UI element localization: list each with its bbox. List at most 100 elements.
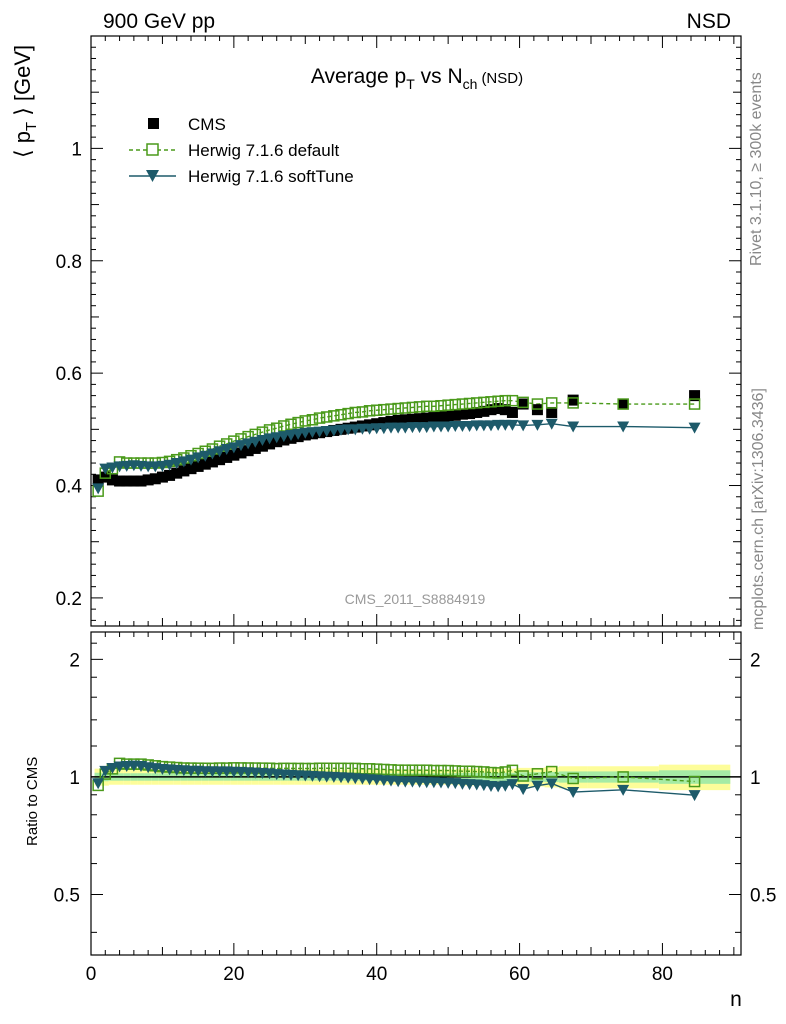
y-axis-label-pre: ⟨ p <box>10 131 35 158</box>
cms-point <box>121 475 133 487</box>
herwig-default-point <box>413 401 426 413</box>
x-tick-label: 80 <box>652 964 673 985</box>
y-tick-label: 0.6 <box>56 364 82 385</box>
herwig-default-point <box>567 397 579 409</box>
herwig-softtune-point <box>506 419 519 431</box>
cms-point <box>464 408 476 420</box>
cms-point <box>178 465 190 477</box>
cms-point <box>199 458 211 470</box>
herwig-softtune-point <box>517 420 530 432</box>
ratio-tick-label-left: 1 <box>69 768 80 789</box>
legend-default-label: Herwig 7.1.6 default <box>188 141 339 160</box>
ratio-tick-label-right: 2 <box>750 650 761 671</box>
herwig-default-point <box>617 398 629 410</box>
cms-point <box>192 460 204 472</box>
ratio-softtune-point <box>545 778 558 790</box>
herwig-default-point <box>463 397 476 410</box>
herwig-softtune-point <box>156 460 169 472</box>
cms-point <box>149 473 161 485</box>
cms-point <box>249 442 261 454</box>
legend-cms-marker <box>148 118 159 129</box>
cms-point <box>214 454 226 466</box>
herwig-softtune-point <box>213 446 226 458</box>
herwig-default-point <box>342 407 354 420</box>
herwig-default-point <box>545 397 558 409</box>
rivet-info: Rivet 3.1.10, ≥ 300k events <box>748 72 765 266</box>
cms-point <box>492 403 504 415</box>
herwig-default-point <box>420 400 433 413</box>
cms-point <box>221 451 233 463</box>
cms-point <box>506 406 518 418</box>
herwig-softtune-point <box>567 421 580 433</box>
cms-point <box>689 390 701 402</box>
herwig-default-point <box>399 402 412 414</box>
mcplots-info: mcplots.cern.ch [arXiv:1306.3436] <box>750 388 767 630</box>
cms-point <box>99 471 111 483</box>
x-tick-label: 60 <box>509 964 530 985</box>
ratio-softtune-point <box>99 765 112 777</box>
cms-point <box>128 475 140 487</box>
herwig-default-point <box>356 406 369 418</box>
cms-point <box>442 410 454 422</box>
cms-point <box>435 411 447 423</box>
y-tick-label: 1 <box>71 139 82 160</box>
plot-title-sub1: T <box>406 76 415 92</box>
herwig-default-point <box>470 397 483 409</box>
cms-point <box>185 463 197 475</box>
herwig-default-point <box>370 404 383 416</box>
ratio-tick-label-right: 0.5 <box>750 886 776 907</box>
ratio-softtune-point <box>517 784 530 796</box>
ratio-default-point <box>470 765 483 778</box>
herwig-default-point <box>313 412 326 424</box>
herwig-default-point <box>385 403 397 415</box>
ratio-softtune-point <box>688 790 701 802</box>
plot-title-tail: (NSD) <box>481 70 523 87</box>
ratio-default-point <box>406 764 419 776</box>
legend-default-marker <box>146 143 159 156</box>
plot-title-mid: vs N <box>415 65 463 88</box>
herwig-softtune-point <box>545 418 558 430</box>
herwig-default-point <box>328 410 340 422</box>
herwig-default-point <box>363 405 376 417</box>
cms-point <box>617 398 629 410</box>
ratio-default-point <box>499 766 512 778</box>
herwig-softtune-point <box>99 463 112 475</box>
herwig-default-point <box>478 396 490 409</box>
cms-point <box>485 404 497 416</box>
herwig-default-point <box>499 394 512 407</box>
cms-point <box>499 404 511 416</box>
herwig-default-point <box>688 398 701 410</box>
herwig-softtune-point <box>285 429 297 441</box>
herwig-softtune-point <box>163 459 176 471</box>
ratio-default-point <box>370 763 383 775</box>
plot-title-main: Average p <box>311 65 406 88</box>
herwig-softtune-point <box>617 421 630 433</box>
ratio-default-point <box>413 764 426 776</box>
cms-point <box>92 474 104 486</box>
cms-point <box>228 449 240 461</box>
herwig-default-point <box>292 416 304 429</box>
herwig-softtune-point <box>192 452 205 464</box>
x-tick-label: 20 <box>223 964 244 985</box>
ratio-series <box>91 757 741 802</box>
cms-point <box>449 409 461 421</box>
ratio-default-point <box>442 764 454 777</box>
herwig-softtune-point <box>206 448 219 460</box>
ratio-default-point <box>363 763 376 775</box>
herwig-default-point <box>285 418 297 431</box>
ratio-default-point <box>478 766 490 778</box>
ratio-default-point <box>449 765 462 777</box>
ratio-softtune-point <box>506 779 519 791</box>
herwig-softtune-point <box>227 442 240 454</box>
herwig-default-point <box>378 403 390 416</box>
herwig-softtune-point <box>177 456 190 468</box>
x-axis-label: n <box>730 988 742 1011</box>
ratio-default-point <box>378 763 390 776</box>
header-right: NSD <box>687 10 731 33</box>
analysis-label: CMS_2011_S8884919 <box>345 591 486 607</box>
herwig-default-point <box>442 399 454 411</box>
y-tick-label: 0.4 <box>56 477 83 498</box>
cms-point <box>164 469 176 481</box>
cms-point <box>256 440 268 452</box>
ratio-default-point <box>688 775 701 788</box>
